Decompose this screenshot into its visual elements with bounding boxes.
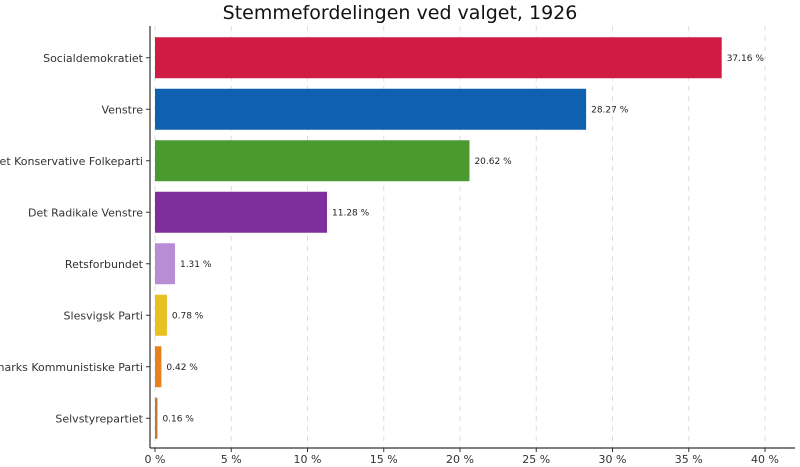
category-label: Socialdemokratiet <box>43 52 144 65</box>
bar <box>155 140 470 182</box>
grid-lines <box>154 26 766 448</box>
value-label: 0.42 % <box>166 363 198 373</box>
bar <box>155 88 587 130</box>
bar <box>155 243 175 285</box>
value-label: 20.62 % <box>474 157 512 167</box>
category-label: Slesvigsk Parti <box>64 309 143 322</box>
x-tick-label: 0 % <box>145 453 166 466</box>
category-label: Det Radikale Venstre <box>28 206 143 219</box>
x-axis-ticks: 0 % 5 % 10 % 15 % 20 % 25 % 30 % 35 % 40 % <box>145 448 779 466</box>
bar <box>155 397 158 439</box>
value-label: 1.31 % <box>180 260 212 270</box>
category-label: Danmarks Kommunistiske Parti <box>0 361 143 374</box>
value-labels: 37.16 % 28.27 % 20.62 % 11.28 % 1.31 % 0.78 %… <box>162 54 764 425</box>
x-tick-label: 15 % <box>370 453 398 466</box>
x-tick-label: 5 % <box>221 453 242 466</box>
bar <box>155 294 167 336</box>
x-tick-label: 20 % <box>446 453 474 466</box>
value-label: 0.78 % <box>172 311 204 321</box>
x-tick-label: 40 % <box>751 453 779 466</box>
category-labels: Socialdemokratiet Venstre Det Konservative… <box>0 52 150 425</box>
x-tick-label: 35 % <box>675 453 703 466</box>
value-label: 28.27 % <box>591 105 629 115</box>
bar <box>155 37 722 79</box>
bar <box>155 191 328 233</box>
chart-title: Stemmefordelingen ved valget, 1926 <box>222 2 578 24</box>
category-label: Venstre <box>101 103 143 116</box>
bars <box>155 37 722 439</box>
category-label: Retsforbundet <box>65 258 144 271</box>
value-label: 0.16 % <box>162 414 194 424</box>
x-tick-label: 10 % <box>294 453 322 466</box>
category-label: Det Konservative Folkeparti <box>0 155 143 168</box>
x-tick-label: 30 % <box>599 453 627 466</box>
category-label: Selvstyrepartiet <box>55 412 143 425</box>
value-label: 11.28 % <box>332 208 370 218</box>
x-tick-label: 25 % <box>522 453 550 466</box>
bar <box>155 346 162 388</box>
value-label: 37.16 % <box>727 54 765 64</box>
